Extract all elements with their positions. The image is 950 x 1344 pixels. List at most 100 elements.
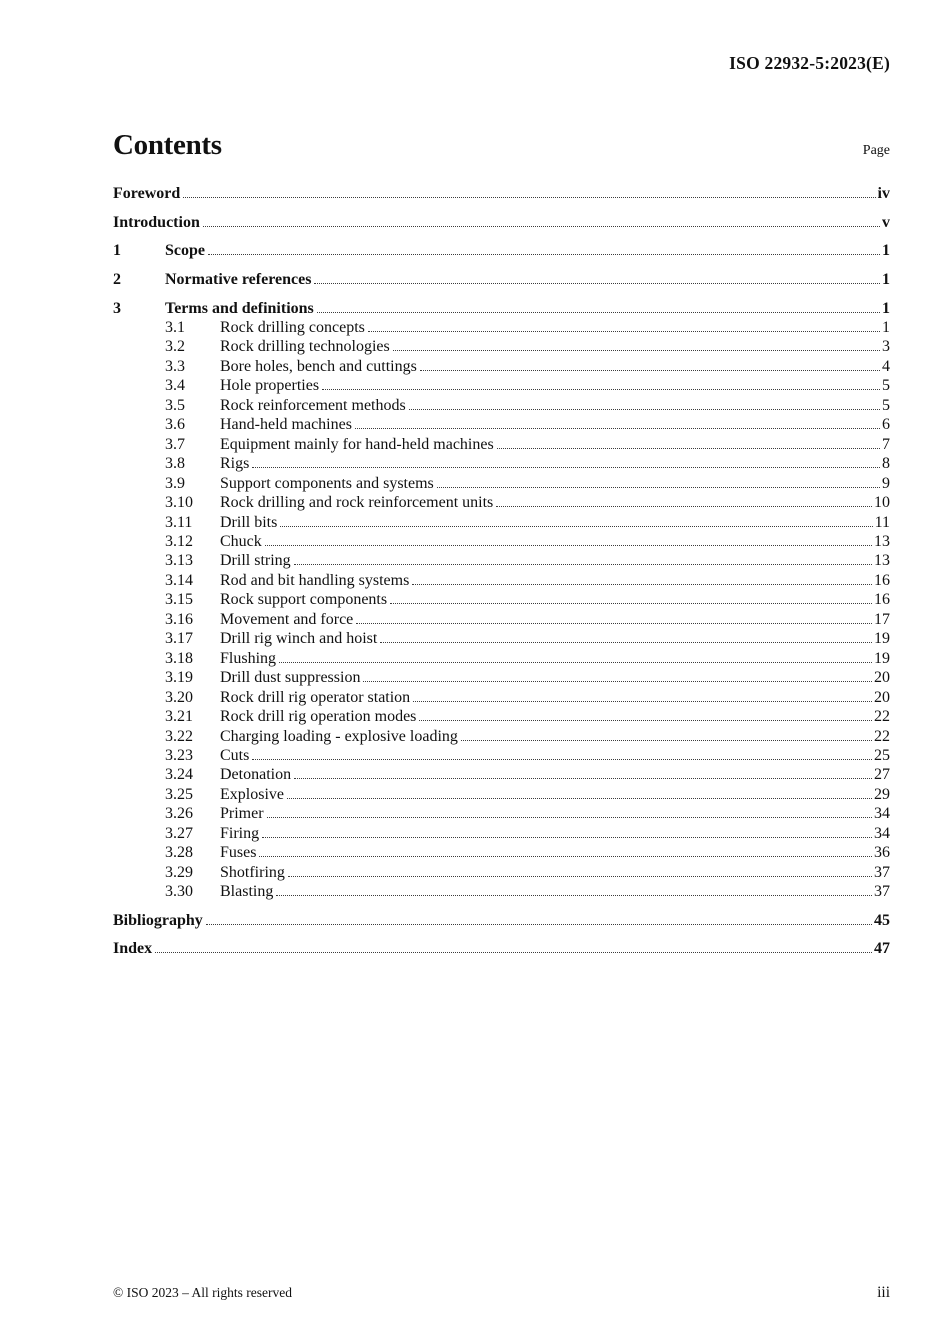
toc-entry-number: 3.4 xyxy=(165,377,185,395)
toc-entry[interactable]: 3.20 Rock drill rig operator station 20 xyxy=(113,688,890,707)
toc-entry[interactable]: Index 47 xyxy=(113,939,890,958)
toc-entry[interactable]: 3.2 Rock drilling technologies 3 xyxy=(113,337,890,356)
toc-entry[interactable]: 3.28 Fuses 36 xyxy=(113,843,890,862)
toc-entry[interactable]: 3.27 Firing 34 xyxy=(113,824,890,843)
dot-leader xyxy=(322,389,880,391)
toc-entry-page: 20 xyxy=(874,669,890,687)
toc-entry[interactable]: 3.14 Rod and bit handling systems 16 xyxy=(113,571,890,590)
toc-entry-number: 3.16 xyxy=(165,610,193,628)
toc-entry-number: 3.24 xyxy=(165,766,193,784)
toc-entry[interactable]: 3.30 Blasting 37 xyxy=(113,882,890,901)
toc-entry-number: 3.11 xyxy=(165,513,193,531)
toc-entry-number: 3 xyxy=(113,299,121,317)
toc-entry-page: 1 xyxy=(882,319,890,337)
toc-entry-number: 1 xyxy=(113,242,121,260)
toc-entry[interactable]: 3.26 Primer 34 xyxy=(113,804,890,823)
toc-entry-label: Rock drilling technologies xyxy=(220,338,390,356)
dot-leader xyxy=(367,331,880,333)
toc-entry[interactable]: Introduction v xyxy=(113,213,890,232)
toc-entry-page: 9 xyxy=(882,474,890,492)
toc-entry-number: 3.2 xyxy=(165,338,185,356)
toc-entry-page: 37 xyxy=(874,883,890,901)
toc-entry[interactable]: 3.4 Hole properties 5 xyxy=(113,376,890,395)
toc-entry[interactable]: 3.1 Rock drilling concepts 1 xyxy=(113,318,890,337)
dot-leader xyxy=(413,700,872,702)
toc-entry[interactable]: 3.16 Movement and force 17 xyxy=(113,610,890,629)
toc-entry-number: 3.6 xyxy=(165,416,185,434)
toc-entry-label: Rock support components xyxy=(220,591,388,609)
toc-entry-page: 1 xyxy=(882,242,890,260)
dot-leader xyxy=(287,875,872,877)
toc-entry-number: 3.21 xyxy=(165,708,193,726)
toc-entry-number: 3.27 xyxy=(165,824,193,842)
toc-entry[interactable]: 3.17 Drill rig winch and hoist 19 xyxy=(113,629,890,648)
toc-entry-page: 1 xyxy=(882,299,890,317)
dot-leader xyxy=(496,506,872,508)
toc-entry[interactable]: 3.22 Charging loading - explosive loading… xyxy=(113,727,890,746)
toc-entry-label: Support components and systems xyxy=(220,474,434,492)
toc-entry[interactable]: 3.25 Explosive 29 xyxy=(113,785,890,804)
dot-leader xyxy=(314,282,880,284)
toc-entry-number: 3.28 xyxy=(165,844,193,862)
toc-entry-page: 37 xyxy=(874,863,890,881)
toc-entry[interactable]: 3.24 Detonation 27 xyxy=(113,765,890,784)
toc-entry-number: 3.7 xyxy=(165,435,185,453)
dot-leader xyxy=(287,797,872,799)
toc-entry[interactable]: 3.9 Support components and systems 9 xyxy=(113,474,890,493)
toc-entry-label: Hole properties xyxy=(220,377,320,395)
toc-entry[interactable]: 3.15 Rock support components 16 xyxy=(113,590,890,609)
toc-entry-label: Drill rig winch and hoist xyxy=(220,630,378,648)
toc-entry[interactable]: 3.10 Rock drilling and rock reinforcement… xyxy=(113,493,890,512)
toc-entry-page: 8 xyxy=(882,455,890,473)
toc-entry-page: 13 xyxy=(874,533,890,550)
dot-leader xyxy=(419,369,880,371)
toc-entry[interactable]: 3.18 Flushing 19 xyxy=(113,649,890,668)
page-footer: © ISO 2023 – All rights reserved iii xyxy=(113,1284,890,1302)
toc-entry-page: 7 xyxy=(882,435,890,453)
toc-entry[interactable]: 3.11 Drill bits 11 xyxy=(113,513,890,532)
toc-entry-page: 29 xyxy=(874,785,890,803)
toc-entry-label: Detonation xyxy=(220,766,292,784)
toc-entry-page: 10 xyxy=(874,494,890,512)
document-reference: ISO 22932-5:2023(E) xyxy=(729,53,890,73)
toc-entry[interactable]: 3.8 Rigs 8 xyxy=(113,454,890,473)
toc-entry[interactable]: 3 Terms and definitions 1 xyxy=(113,299,890,318)
toc-entry-label: Rock drilling concepts xyxy=(220,319,365,337)
toc-entry-number: 3.13 xyxy=(165,552,193,570)
toc-entry[interactable]: 3.21 Rock drill rig operation modes 22 xyxy=(113,707,890,726)
toc-entry-page: 6 xyxy=(882,416,890,434)
contents-header: Contents Page xyxy=(113,129,890,162)
toc-entry-label: Explosive xyxy=(220,785,284,803)
toc-entry[interactable]: 3.23 Cuts 25 xyxy=(113,746,890,765)
folio-page-number: iii xyxy=(877,1284,890,1301)
dot-leader xyxy=(279,661,872,663)
dot-leader xyxy=(293,564,872,566)
toc-entry-number: 3.25 xyxy=(165,785,193,803)
toc-entry[interactable]: 1 Scope 1 xyxy=(113,241,890,260)
toc-entry[interactable]: 3.19 Drill dust suppression 20 xyxy=(113,668,890,687)
toc-entry-label: Rock drill rig operation modes xyxy=(220,708,417,726)
toc-entry-label: Rock drilling and rock reinforcement uni… xyxy=(220,494,494,512)
toc-entry-number: 3.3 xyxy=(165,357,185,375)
toc-entry[interactable]: 3.13 Drill string 13 xyxy=(113,551,890,570)
toc-entry-page: 20 xyxy=(874,688,890,706)
toc-entry[interactable]: 3.5 Rock reinforcement methods 5 xyxy=(113,396,890,415)
toc-entry-page: 5 xyxy=(882,377,890,395)
dot-leader xyxy=(259,856,872,858)
toc-entry-label: Introduction xyxy=(113,213,200,231)
toc-entry-label: Rock reinforcement methods xyxy=(220,396,406,414)
dot-leader xyxy=(354,428,880,430)
toc-entry[interactable]: 3.3 Bore holes, bench and cuttings 4 xyxy=(113,357,890,376)
toc-entry-page: 13 xyxy=(874,552,890,570)
dot-leader xyxy=(380,642,872,644)
toc-entry[interactable]: 2 Normative references 1 xyxy=(113,270,890,289)
dot-leader xyxy=(252,758,872,760)
toc-entry-number: 3.10 xyxy=(165,494,193,512)
toc-entry[interactable]: Foreword iv xyxy=(113,184,890,203)
toc-entry[interactable]: 3.7 Equipment mainly for hand-held machin… xyxy=(113,435,890,454)
toc-entry[interactable]: Bibliography 45 xyxy=(113,911,890,930)
toc-entry[interactable]: 3.6 Hand-held machines 6 xyxy=(113,415,890,434)
toc-entry-page: 1 xyxy=(882,270,890,288)
toc-entry[interactable]: 3.12 Chuck 13 xyxy=(113,532,890,551)
toc-entry[interactable]: 3.29 Shotfiring 37 xyxy=(113,863,890,882)
